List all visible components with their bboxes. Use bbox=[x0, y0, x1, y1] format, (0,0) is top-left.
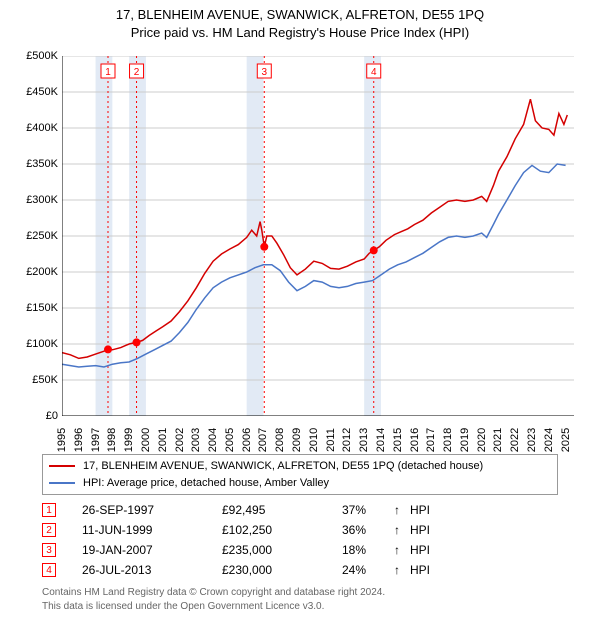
legend: 17, BLENHEIM AVENUE, SWANWICK, ALFRETON,… bbox=[42, 454, 558, 495]
transaction-marker: 2 bbox=[42, 523, 56, 537]
y-tick-label: £200K bbox=[0, 266, 58, 278]
x-tick-label: 2024 bbox=[543, 428, 555, 452]
transaction-ref: HPI bbox=[410, 563, 558, 577]
x-tick-label: 2009 bbox=[291, 428, 303, 452]
x-tick-label: 2000 bbox=[140, 428, 152, 452]
x-tick-label: 2022 bbox=[509, 428, 521, 452]
transaction-pct: 18% bbox=[342, 543, 394, 557]
transaction-pct: 24% bbox=[342, 563, 394, 577]
x-tick-label: 2019 bbox=[459, 428, 471, 452]
x-tick-label: 1997 bbox=[90, 428, 102, 452]
x-tick-label: 2006 bbox=[241, 428, 253, 452]
chart-svg: 1 2 3 4 bbox=[62, 56, 574, 416]
transaction-date: 19-JAN-2007 bbox=[82, 543, 222, 557]
title-line-2: Price paid vs. HM Land Registry's House … bbox=[0, 24, 600, 42]
page-root: 17, BLENHEIM AVENUE, SWANWICK, ALFRETON,… bbox=[0, 0, 600, 620]
y-tick-label: £250K bbox=[0, 230, 58, 242]
x-tick-label: 2002 bbox=[174, 428, 186, 452]
x-tick-label: 2015 bbox=[392, 428, 404, 452]
y-tick-label: £0 bbox=[0, 410, 58, 422]
x-tick-label: 2025 bbox=[560, 428, 572, 452]
x-tick-label: 1999 bbox=[123, 428, 135, 452]
x-tick-label: 2008 bbox=[274, 428, 286, 452]
transaction-price: £230,000 bbox=[222, 563, 342, 577]
up-arrow-icon: ↑ bbox=[394, 543, 410, 557]
y-tick-label: £450K bbox=[0, 86, 58, 98]
transaction-ref: HPI bbox=[410, 523, 558, 537]
x-tick-label: 2014 bbox=[375, 428, 387, 452]
transaction-pct: 36% bbox=[342, 523, 394, 537]
transaction-pct: 37% bbox=[342, 503, 394, 517]
svg-text:1: 1 bbox=[105, 67, 111, 78]
x-tick-label: 2018 bbox=[442, 428, 454, 452]
svg-text:2: 2 bbox=[134, 67, 140, 78]
transaction-price: £102,250 bbox=[222, 523, 342, 537]
x-tick-label: 2016 bbox=[409, 428, 421, 452]
transaction-marker: 1 bbox=[42, 503, 56, 517]
y-tick-label: £400K bbox=[0, 122, 58, 134]
transaction-marker: 3 bbox=[42, 543, 56, 557]
x-tick-label: 2017 bbox=[425, 428, 437, 452]
x-tick-label: 2013 bbox=[358, 428, 370, 452]
transaction-ref: HPI bbox=[410, 503, 558, 517]
transaction-ref: HPI bbox=[410, 543, 558, 557]
x-tick-label: 2001 bbox=[157, 428, 169, 452]
legend-swatch bbox=[49, 465, 75, 467]
y-tick-label: £50K bbox=[0, 374, 58, 386]
y-tick-label: £100K bbox=[0, 338, 58, 350]
x-tick-label: 2020 bbox=[476, 428, 488, 452]
up-arrow-icon: ↑ bbox=[394, 563, 410, 577]
svg-text:4: 4 bbox=[371, 67, 377, 78]
legend-swatch bbox=[49, 482, 75, 484]
transaction-row: 4 26-JUL-2013£230,00024%↑HPI bbox=[42, 560, 558, 580]
x-tick-label: 1995 bbox=[56, 428, 68, 452]
transaction-date: 26-SEP-1997 bbox=[82, 503, 222, 517]
x-tick-label: 2023 bbox=[526, 428, 538, 452]
y-tick-label: £150K bbox=[0, 302, 58, 314]
svg-text:3: 3 bbox=[262, 67, 268, 78]
x-tick-label: 2021 bbox=[492, 428, 504, 452]
legend-row: HPI: Average price, detached house, Ambe… bbox=[49, 475, 551, 492]
y-tick-label: £500K bbox=[0, 50, 58, 62]
x-tick-label: 1998 bbox=[106, 428, 118, 452]
x-tick-label: 2004 bbox=[207, 428, 219, 452]
title-block: 17, BLENHEIM AVENUE, SWANWICK, ALFRETON,… bbox=[0, 0, 600, 41]
legend-row: 17, BLENHEIM AVENUE, SWANWICK, ALFRETON,… bbox=[49, 458, 551, 475]
up-arrow-icon: ↑ bbox=[394, 523, 410, 537]
x-tick-label: 2005 bbox=[224, 428, 236, 452]
up-arrow-icon: ↑ bbox=[394, 503, 410, 517]
legend-label: HPI: Average price, detached house, Ambe… bbox=[83, 475, 329, 492]
transaction-row: 1 26-SEP-1997£92,49537%↑HPI bbox=[42, 500, 558, 520]
y-tick-label: £350K bbox=[0, 158, 58, 170]
transaction-date: 11-JUN-1999 bbox=[82, 523, 222, 537]
legend-label: 17, BLENHEIM AVENUE, SWANWICK, ALFRETON,… bbox=[83, 458, 483, 475]
x-tick-label: 2003 bbox=[190, 428, 202, 452]
transactions-table: 126-SEP-1997£92,49537%↑HPI211-JUN-1999£1… bbox=[42, 500, 558, 580]
y-tick-label: £300K bbox=[0, 194, 58, 206]
x-tick-label: 2010 bbox=[308, 428, 320, 452]
footer-line-1: Contains HM Land Registry data © Crown c… bbox=[42, 586, 558, 600]
transaction-price: £92,495 bbox=[222, 503, 342, 517]
x-tick-label: 1996 bbox=[73, 428, 85, 452]
transaction-date: 26-JUL-2013 bbox=[82, 563, 222, 577]
x-tick-label: 2012 bbox=[341, 428, 353, 452]
transaction-marker: 4 bbox=[42, 563, 56, 577]
x-tick-label: 2011 bbox=[325, 428, 337, 452]
title-line-1: 17, BLENHEIM AVENUE, SWANWICK, ALFRETON,… bbox=[0, 6, 600, 24]
transaction-row: 2 11-JUN-1999£102,25036%↑HPI bbox=[42, 520, 558, 540]
footer: Contains HM Land Registry data © Crown c… bbox=[42, 586, 558, 613]
x-tick-label: 2007 bbox=[257, 428, 269, 452]
footer-line-2: This data is licensed under the Open Gov… bbox=[42, 600, 558, 614]
transaction-row: 3 19-JAN-2007£235,00018%↑HPI bbox=[42, 540, 558, 560]
chart-area: 1234 £0£50K£100K£150K£200K£250K£300K£350… bbox=[62, 56, 574, 416]
transaction-price: £235,000 bbox=[222, 543, 342, 557]
